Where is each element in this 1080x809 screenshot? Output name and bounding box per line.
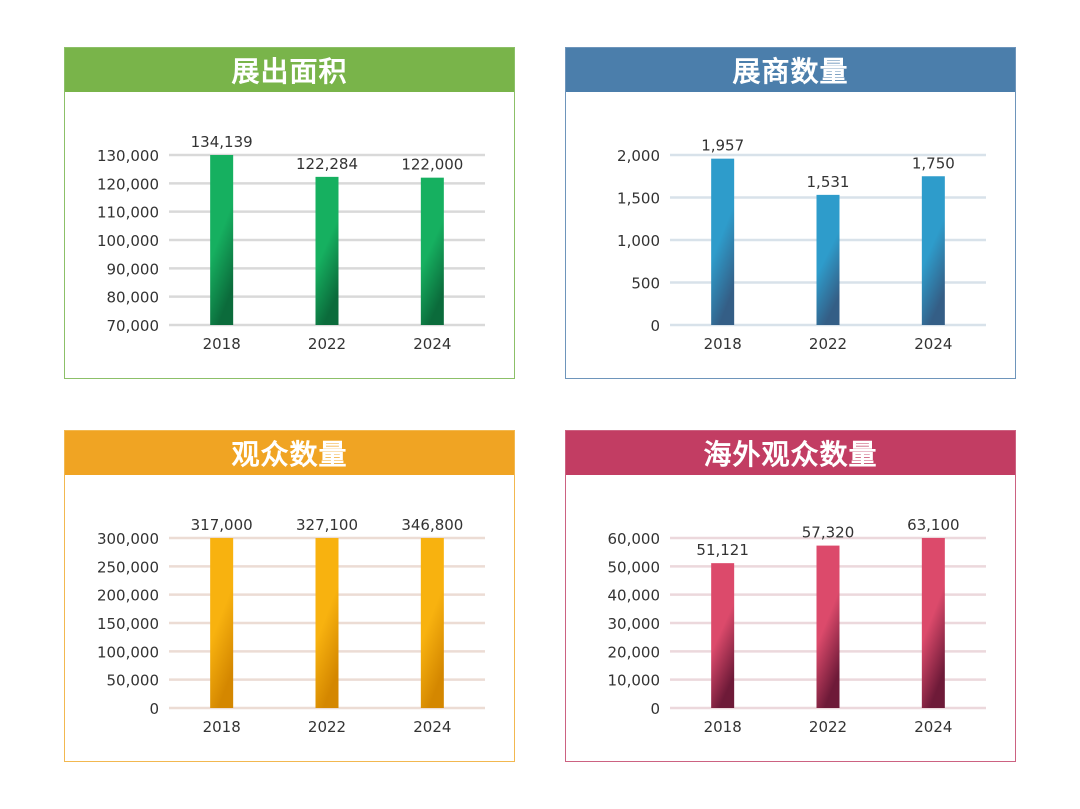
y-tick-label: 90,000	[107, 260, 160, 278]
data-label: 1,957	[701, 137, 744, 155]
x-tick-label: 2018	[704, 718, 742, 736]
y-tick-label: 30,000	[608, 615, 661, 633]
y-tick-label: 2,000	[617, 147, 660, 165]
data-label: 1,750	[912, 154, 955, 172]
chart-title: 展商数量	[566, 48, 1015, 92]
x-tick-label: 2024	[413, 718, 451, 736]
chart-panel-visitor-count: 观众数量 0 50,000 100,000 150,000 200,000 250,000…	[64, 430, 515, 762]
y-tick-label: 0	[149, 700, 159, 718]
chart-panel-overseas-visitor-count: 海外观众数量 0 10,000 20,000 30,000 40,000 50,000 60…	[565, 430, 1016, 762]
x-tick-label: 2018	[203, 335, 241, 353]
chart-title: 海外观众数量	[566, 431, 1015, 475]
y-tick-label: 50,000	[107, 672, 160, 690]
x-tick-label: 2018	[704, 335, 742, 353]
data-label: 346,800	[401, 516, 463, 534]
y-tick-label: 70,000	[107, 317, 160, 335]
y-tick-label: 40,000	[608, 587, 661, 605]
x-tick-label: 2024	[914, 718, 952, 736]
bar	[210, 155, 234, 325]
bar	[420, 538, 444, 708]
bar	[210, 538, 234, 708]
y-tick-label: 130,000	[97, 147, 159, 165]
y-tick-label: 110,000	[97, 204, 159, 222]
y-tick-label: 20,000	[608, 643, 661, 661]
x-tick-label: 2022	[809, 718, 847, 736]
x-tick-label: 2022	[308, 335, 346, 353]
bar	[711, 158, 735, 325]
y-tick-label: 100,000	[97, 232, 159, 250]
y-tick-label: 200,000	[97, 587, 159, 605]
chart-title: 展出面积	[65, 48, 514, 92]
data-label: 57,320	[802, 524, 855, 542]
bar-chart-visitor-count: 0 50,000 100,000 150,000 200,000 250,000 300,0…	[97, 516, 485, 736]
data-label: 1,531	[807, 173, 850, 191]
y-tick-label: 50,000	[608, 558, 661, 576]
x-tick-label: 2024	[413, 335, 451, 353]
data-label: 122,000	[401, 156, 463, 174]
bar	[816, 194, 840, 325]
y-tick-label: 10,000	[608, 672, 661, 690]
x-tick-label: 2018	[203, 718, 241, 736]
chart-title: 观众数量	[65, 431, 514, 475]
bar	[921, 538, 945, 708]
y-tick-label: 100,000	[97, 643, 159, 661]
bar	[921, 176, 945, 325]
x-tick-label: 2024	[914, 335, 952, 353]
data-label: 51,121	[696, 541, 749, 559]
data-label: 134,139	[191, 133, 253, 151]
chart-panel-exhibition-area: 展出面积 70,000 80,000 90,000 100,000 110,000 120…	[64, 47, 515, 379]
data-label: 122,284	[296, 155, 358, 173]
x-tick-label: 2022	[809, 335, 847, 353]
y-tick-label: 120,000	[97, 175, 159, 193]
y-tick-label: 1,000	[617, 232, 660, 250]
y-tick-label: 0	[650, 700, 660, 718]
y-tick-label: 60,000	[608, 530, 661, 548]
y-tick-label: 500	[631, 275, 660, 293]
bar	[420, 177, 444, 325]
bar-chart-overseas-visitor-count: 0 10,000 20,000 30,000 40,000 50,000 60,000 51,…	[608, 516, 986, 736]
y-tick-label: 250,000	[97, 558, 159, 576]
bar-chart-exhibition-area: 70,000 80,000 90,000 100,000 110,000 120,000 1…	[97, 133, 485, 353]
y-tick-label: 1,500	[617, 190, 660, 208]
chart-panel-exhibitor-count: 展商数量 0 500 1,000 1,500 2,000 1,957 2018 1,531 20…	[565, 47, 1016, 379]
bar	[816, 545, 840, 708]
bar	[315, 538, 339, 708]
y-tick-label: 150,000	[97, 615, 159, 633]
y-tick-label: 300,000	[97, 530, 159, 548]
data-label: 317,000	[191, 516, 253, 534]
y-tick-label: 80,000	[107, 289, 160, 307]
x-tick-label: 2022	[308, 718, 346, 736]
bar	[315, 176, 339, 325]
bar-chart-exhibitor-count: 0 500 1,000 1,500 2,000 1,957 2018 1,531 2022 1,7…	[617, 137, 986, 353]
data-label: 63,100	[907, 516, 960, 534]
data-label: 327,100	[296, 516, 358, 534]
y-tick-label: 0	[650, 317, 660, 335]
bar	[711, 563, 735, 708]
